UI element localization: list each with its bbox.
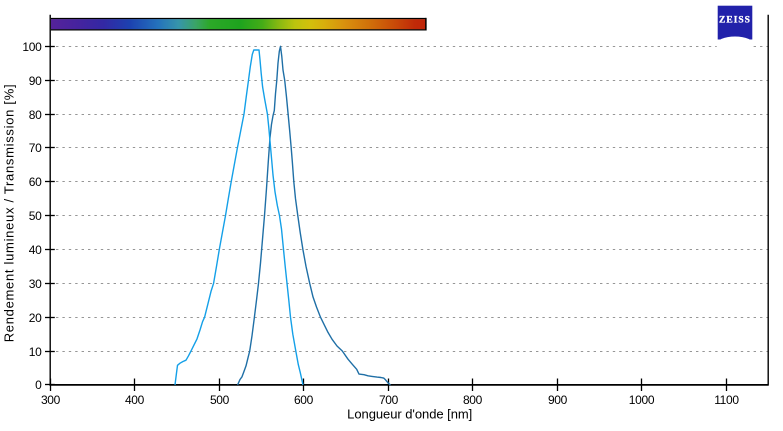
svg-text:Rendement lumineux / Transmiss: Rendement lumineux / Transmission [%]	[2, 84, 17, 343]
svg-text:90: 90	[29, 74, 42, 88]
svg-text:900: 900	[548, 393, 568, 407]
svg-text:400: 400	[125, 393, 145, 407]
svg-text:1100: 1100	[714, 393, 739, 407]
svg-text:50: 50	[29, 209, 42, 223]
svg-text:70: 70	[29, 141, 42, 155]
svg-text:60: 60	[29, 175, 42, 189]
svg-text:20: 20	[29, 311, 42, 325]
svg-text:80: 80	[29, 108, 42, 122]
svg-text:30: 30	[29, 277, 42, 291]
svg-text:ZEISS: ZEISS	[719, 16, 751, 26]
svg-text:10: 10	[29, 345, 42, 359]
svg-text:Longueur d'onde [nm]: Longueur d'onde [nm]	[347, 407, 472, 422]
svg-text:40: 40	[29, 243, 42, 257]
svg-text:700: 700	[379, 393, 399, 407]
svg-text:0: 0	[35, 378, 42, 392]
svg-text:500: 500	[210, 393, 230, 407]
svg-text:600: 600	[294, 393, 314, 407]
svg-text:800: 800	[463, 393, 483, 407]
svg-text:100: 100	[22, 40, 42, 54]
svg-text:300: 300	[41, 393, 61, 407]
svg-text:1000: 1000	[629, 393, 655, 407]
